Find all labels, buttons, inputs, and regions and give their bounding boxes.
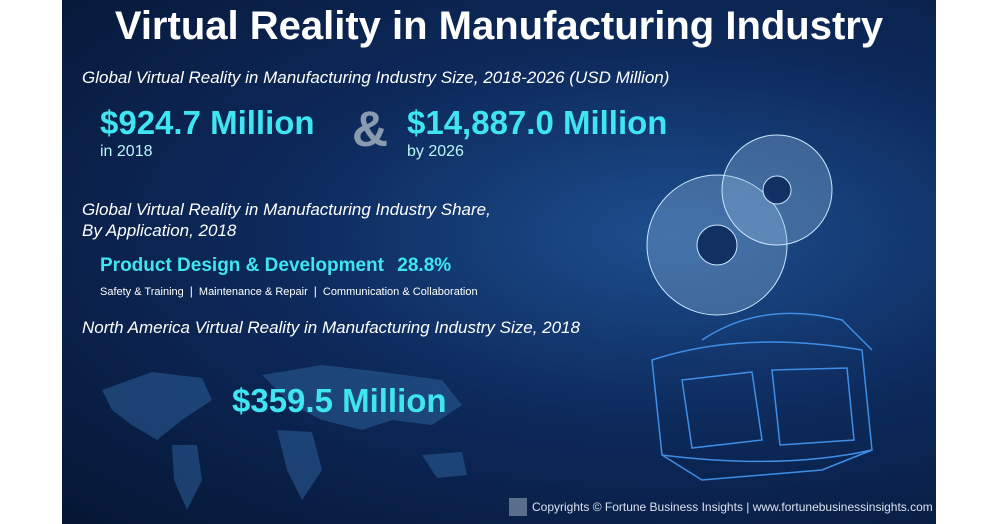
- stat-value: $924.7 Million: [100, 104, 315, 141]
- infographic: Virtual Reality in Manufacturing Industr…: [62, 0, 936, 524]
- leader: Product Design & Development 28.8%: [100, 255, 451, 277]
- leader-name: Product Design & Development: [100, 255, 384, 276]
- section-heading: North America Virtual Reality in Manufac…: [82, 318, 580, 337]
- application: Communication & Collaboration: [322, 286, 478, 298]
- application: Maintenance & Repair: [198, 286, 308, 298]
- world-map: [102, 365, 467, 510]
- stat-caption: in 2018: [100, 143, 153, 160]
- application: Safety & Training: [100, 286, 184, 298]
- leader-share: 28.8%: [397, 255, 452, 276]
- stat-value: $14,887.0 Million: [407, 104, 668, 141]
- logo: [509, 498, 527, 516]
- section-heading: By Application, 2018: [82, 221, 237, 240]
- vr-headset: [651, 312, 873, 481]
- copyright: Copyrights © Fortune Business Insights |…: [532, 500, 933, 514]
- gears: [646, 134, 833, 316]
- other-applications: Safety & Training | Maintenance & Repair | C…: [100, 284, 478, 298]
- section-heading: Global Virtual Reality in Manufacturing …: [82, 200, 491, 219]
- separator: |: [189, 284, 193, 298]
- decoration: [102, 134, 873, 510]
- stat-caption: by 2026: [407, 143, 464, 160]
- title: Virtual Reality in Manufacturing Industr…: [114, 4, 884, 48]
- joiner: &: [352, 101, 389, 157]
- section-heading: Global Virtual Reality in Manufacturing …: [82, 68, 670, 87]
- separator: |: [313, 284, 317, 298]
- region-value: $359.5 Million: [232, 382, 447, 419]
